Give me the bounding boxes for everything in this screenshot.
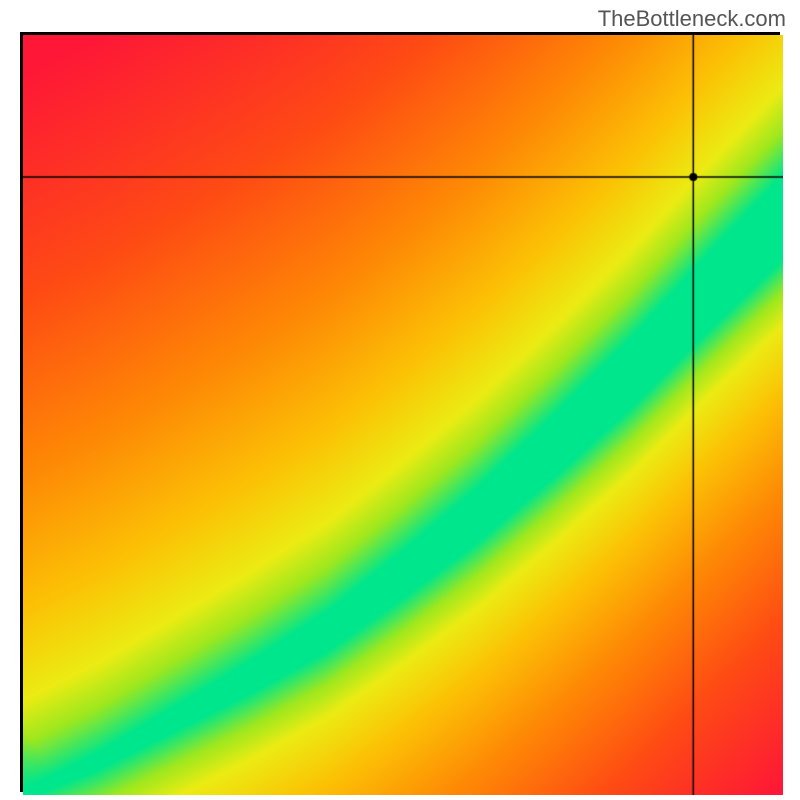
heatmap-frame xyxy=(20,32,780,792)
crosshair-overlay xyxy=(23,35,783,795)
watermark-text: TheBottleneck.com xyxy=(598,6,786,32)
root: TheBottleneck.com xyxy=(0,0,800,800)
